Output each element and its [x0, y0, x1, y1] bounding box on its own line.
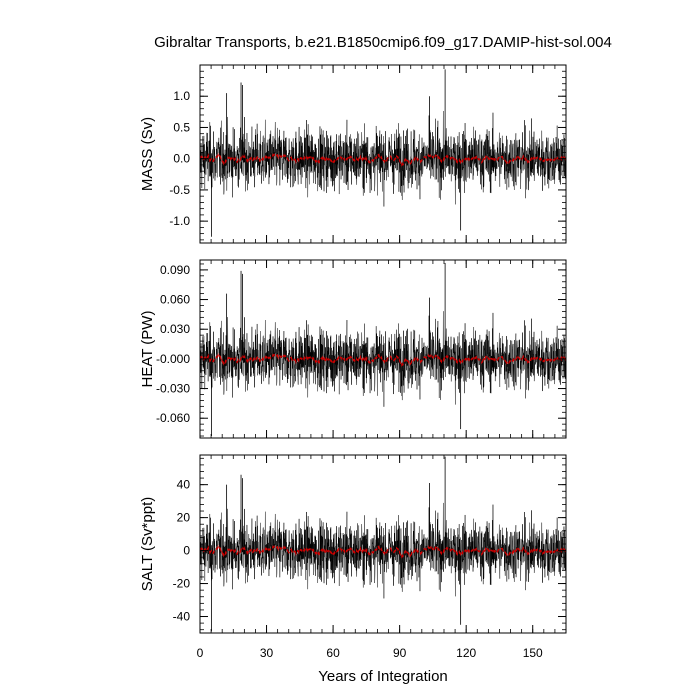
y-tick-label: -40	[173, 610, 191, 624]
y-tick-label: -0.000	[156, 352, 190, 366]
y-tick-label: -1.0	[169, 214, 190, 228]
panel-3: 40 20 0 -20 -40 SALT (Sv*ppt) 0 30 60 90 120 150	[139, 454, 567, 660]
x-tick-label: 120	[456, 646, 476, 660]
y-tick-label: 0.060	[160, 293, 190, 307]
series-monthly-line	[200, 111, 566, 207]
x-tick-label: 30	[260, 646, 274, 660]
y-tick-label: 20	[177, 511, 191, 525]
x-tick-label: 90	[393, 646, 407, 660]
y-axis-label: MASS (Sv)	[139, 117, 156, 191]
panel-frame	[199, 259, 567, 439]
series-smoothed-line	[200, 352, 566, 368]
x-axis-label: Years of Integration	[318, 668, 448, 685]
x-tick-label: 150	[523, 646, 543, 660]
y-axis-label: SALT (Sv*ppt)	[139, 497, 156, 591]
y-tick-label: 1.0	[173, 89, 190, 103]
chart-panels: 1.0 0.5 0.0 -0.5 -1.0 MASS (Sv) 0.090 0.060 0.03…	[139, 64, 567, 660]
y-tick-label: 0.0	[173, 152, 190, 166]
series-monthly-line	[200, 502, 566, 599]
panel-frame	[199, 64, 567, 244]
y-tick-label: -0.030	[156, 382, 190, 396]
series-monthly-line	[200, 311, 566, 407]
x-tick-label: 0	[197, 646, 204, 660]
series-smoothed-line	[200, 152, 566, 167]
x-tick-label: 60	[326, 646, 340, 660]
panel-1: 1.0 0.5 0.0 -0.5 -1.0 MASS (Sv)	[139, 64, 567, 244]
y-tick-label: -0.5	[169, 183, 190, 197]
chart-title: Gibraltar Transports, b.e21.B1850cmip6.f…	[154, 34, 612, 51]
y-tick-label: 0	[183, 544, 190, 558]
series-smoothed-line	[200, 544, 566, 559]
y-tick-label: -20	[173, 577, 191, 591]
y-tick-label: 40	[177, 478, 191, 492]
y-tick-label: 0.090	[160, 263, 190, 277]
y-tick-label: 0.030	[160, 322, 190, 336]
y-tick-label: -0.060	[156, 411, 190, 425]
panel-2: 0.090 0.060 0.030 -0.000 -0.030 -0.060 HEAT (P…	[139, 259, 567, 439]
y-axis-label: HEAT (PW)	[139, 311, 156, 388]
y-tick-label: 0.5	[173, 120, 190, 134]
